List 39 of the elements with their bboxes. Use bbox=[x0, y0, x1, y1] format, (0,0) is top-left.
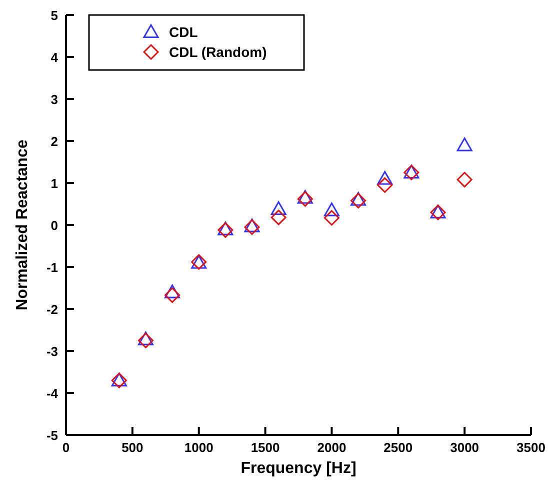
point bbox=[270, 210, 286, 226]
point bbox=[270, 201, 286, 216]
y-tick-label: 1 bbox=[50, 176, 58, 191]
x-tick-label: 2500 bbox=[384, 440, 413, 455]
point bbox=[456, 172, 472, 188]
point bbox=[324, 202, 340, 216]
y-tick-label: 4 bbox=[50, 50, 59, 65]
point bbox=[456, 137, 472, 152]
point bbox=[164, 287, 180, 303]
x-tick-label: 1000 bbox=[184, 440, 214, 455]
point bbox=[324, 210, 340, 226]
point bbox=[297, 190, 313, 204]
y-tick-label: -4 bbox=[46, 386, 59, 401]
y-tick-label: 5 bbox=[50, 8, 58, 23]
legend-label: CDL (Random) bbox=[169, 44, 267, 60]
x-tick-label: 3500 bbox=[516, 440, 546, 455]
point bbox=[164, 284, 180, 298]
x-tick-label: 500 bbox=[122, 440, 144, 455]
y-tick-label: -3 bbox=[46, 344, 58, 359]
legend-label: CDL bbox=[169, 24, 198, 40]
point bbox=[218, 221, 234, 236]
point bbox=[297, 191, 313, 207]
x-tick-label: 3000 bbox=[450, 440, 480, 455]
point bbox=[218, 222, 234, 238]
x-tick-label: 2000 bbox=[317, 440, 346, 455]
y-tick-label: 0 bbox=[50, 218, 58, 233]
point bbox=[138, 331, 154, 346]
x-tick-label: 1500 bbox=[250, 440, 280, 455]
point bbox=[377, 177, 393, 193]
point bbox=[377, 171, 393, 185]
point bbox=[138, 332, 154, 348]
x-axis-title: Frequency [Hz] bbox=[240, 460, 356, 477]
y-axis-title: Normalized Reactance bbox=[14, 140, 31, 310]
y-tick-label: 3 bbox=[50, 92, 58, 107]
y-tick-label: 2 bbox=[50, 134, 58, 149]
y-tick-label: -1 bbox=[46, 260, 58, 275]
x-tick-label: 0 bbox=[62, 440, 70, 455]
y-tick-label: -2 bbox=[46, 302, 58, 317]
y-tick-label: -5 bbox=[46, 428, 58, 443]
